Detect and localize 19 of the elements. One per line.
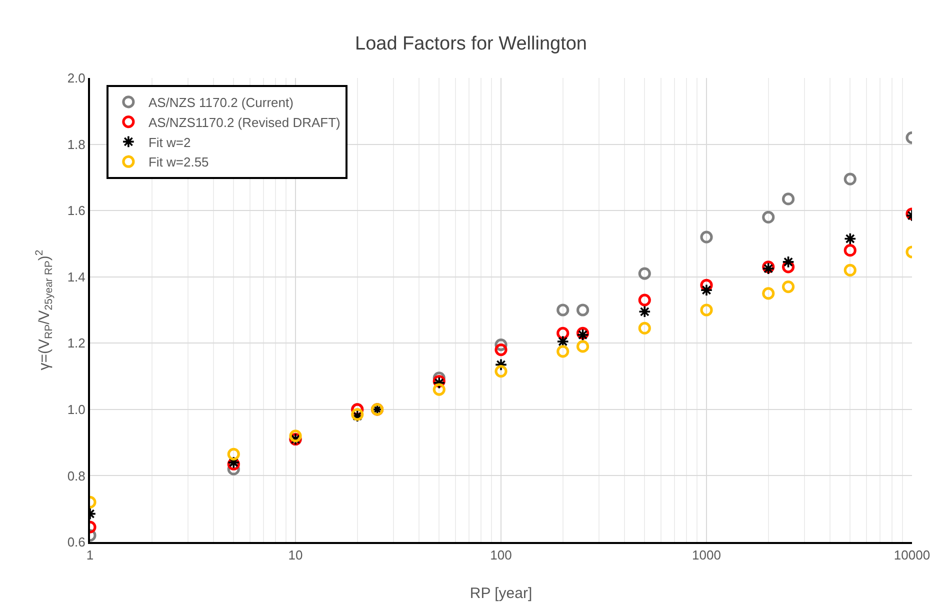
x-tick-label: 100 [490, 548, 512, 563]
legend-label: Fit w=2 [148, 134, 191, 150]
x-tick-label: 10 [288, 548, 303, 563]
y-tick-label: 0.8 [67, 468, 86, 484]
x-tick-label: 10000 [894, 548, 930, 563]
chart-title: Load Factors for Wellington [355, 34, 587, 55]
y-tick-label: 2.0 [67, 70, 86, 86]
x-tick-label: 1000 [692, 548, 721, 563]
y-tick-label: 1.6 [67, 203, 86, 218]
legend-label: AS/NZS 1170.2 (Current) [148, 94, 294, 110]
y-tick-label: 1.8 [67, 136, 86, 152]
y-tick-label: 1.4 [67, 269, 86, 284]
y-tick-label: 0.6 [67, 534, 86, 550]
legend-label: Fit w=2.55 [148, 154, 209, 170]
legend-label: AS/NZS1170.2 (Revised DRAFT) [148, 114, 340, 130]
y-tick-label: 1.0 [67, 402, 86, 417]
x-tick-label: 1 [86, 548, 94, 563]
y-tick-label: 1.2 [67, 336, 86, 351]
x-axis-title: RP [year] [470, 585, 532, 602]
